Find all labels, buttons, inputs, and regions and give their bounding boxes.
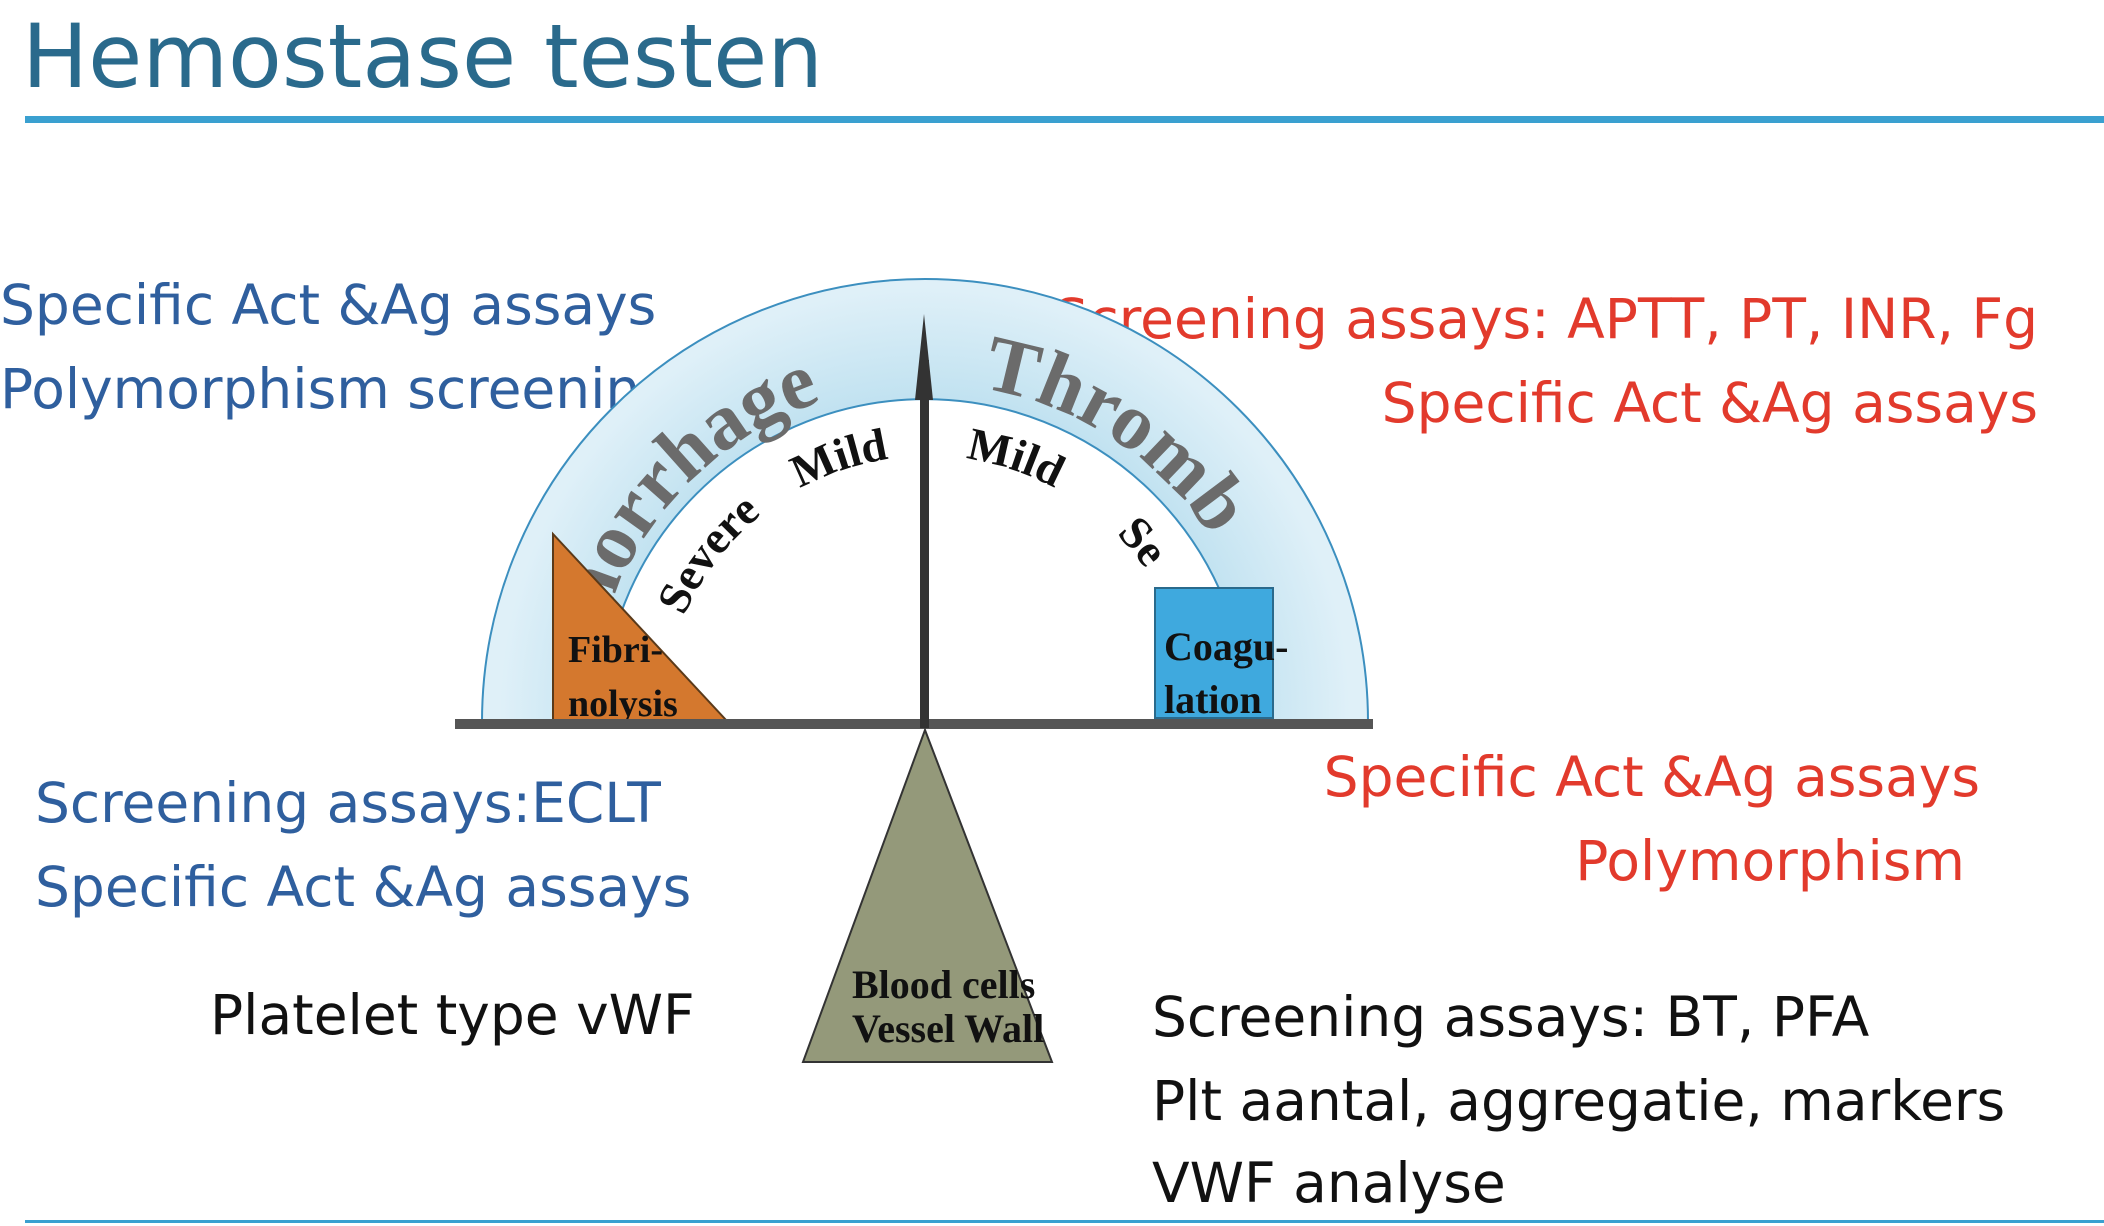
severity-arc bbox=[480, 278, 1370, 723]
platelet-type-label: Platelet type vWF bbox=[210, 983, 695, 1047]
title-underline bbox=[25, 116, 2104, 123]
slide-title: Hemostase testen bbox=[22, 5, 824, 108]
balance-pointer bbox=[920, 360, 929, 728]
platelet-screening-line-2: Plt aantal, aggregatie, markers bbox=[1152, 1069, 2006, 1133]
right-bottom-line-1: Specific Act &Ag assays bbox=[1323, 745, 1980, 809]
balance-beam bbox=[455, 719, 1373, 729]
right-bottom-line-2: Polymorphism bbox=[1575, 829, 1965, 893]
left-top-line-1: Specific Act &Ag assays bbox=[0, 273, 657, 337]
mild-left-label: Mild bbox=[783, 418, 892, 497]
pointer-arrowhead bbox=[915, 314, 933, 400]
fulcrum-label-1: Blood cells bbox=[852, 962, 1035, 1007]
severe-right-label: Se bbox=[1109, 506, 1179, 575]
fibrinolysis-label-2: nolysis bbox=[568, 683, 678, 725]
coagulation-label-1: Coagu- bbox=[1164, 624, 1288, 669]
platelet-screening-line-1: Screening assays: BT, PFA bbox=[1152, 985, 1870, 1049]
right-top-line-2: Specific Act &Ag assays bbox=[1381, 371, 2038, 435]
left-bottom-line-1: Screening assays:ECLT bbox=[35, 771, 661, 835]
fibrinolysis-label-1: Fibri- bbox=[568, 629, 663, 671]
coagulation-box bbox=[1154, 587, 1274, 719]
platelet-screening-line-3: VWF analyse bbox=[1152, 1151, 1506, 1215]
fulcrum-triangle bbox=[801, 727, 1054, 1063]
right-top-line-1: Screening assays: APTT, PT, INR, Fg bbox=[1053, 287, 2038, 351]
mild-right-label: Mild bbox=[963, 418, 1073, 497]
fulcrum-label-2: Vessel Wall bbox=[852, 1006, 1044, 1051]
left-top-line-2: Polymorphism screening bbox=[0, 357, 676, 421]
coagulation-label-2: lation bbox=[1164, 677, 1262, 722]
left-bottom-line-2: Specific Act &Ag assays bbox=[35, 855, 692, 919]
bottom-rule bbox=[25, 1220, 2104, 1223]
